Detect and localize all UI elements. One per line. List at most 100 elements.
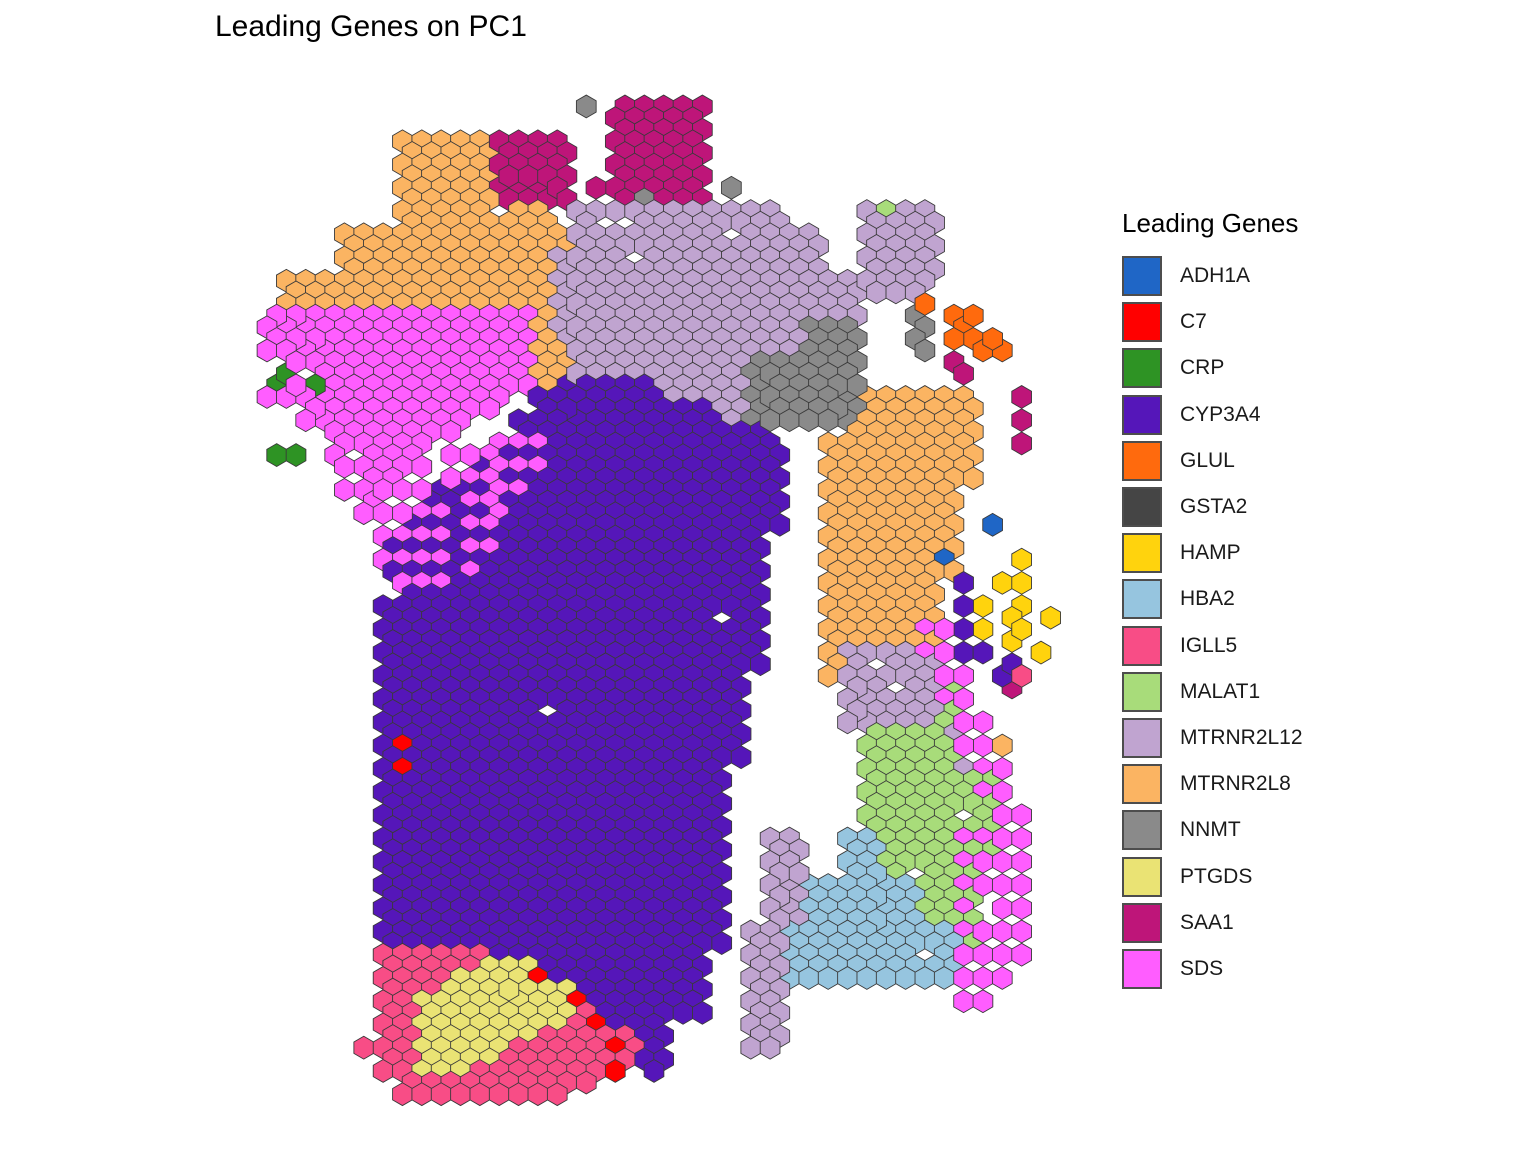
hex-spot-sds (972, 733, 994, 758)
legend-item-igll5: IGLL5 (1122, 623, 1303, 669)
legend-label: MTRNR2L12 (1180, 725, 1303, 749)
hex-spot-sds (440, 443, 462, 467)
hex-spot-sds (972, 989, 994, 1014)
hex-spot-sds (1011, 803, 1032, 828)
hex-spot-sds (953, 710, 974, 735)
hex-spot-crp (285, 443, 307, 467)
legend-key-sds (1122, 948, 1162, 989)
legend-key-igll5 (1122, 625, 1162, 666)
legend-label: MALAT1 (1180, 679, 1261, 703)
hex-spot-cyp3a4 (730, 745, 752, 770)
legend-label: CRP (1180, 356, 1225, 380)
legend-label: C7 (1180, 310, 1207, 334)
hex-spot-igll5 (546, 1082, 568, 1107)
hex-spot-cyp3a4 (953, 594, 974, 619)
hex-spot-cyp3a4 (953, 617, 974, 642)
hex-spot-sds (479, 396, 500, 421)
hex-spot-nnmt (721, 175, 742, 200)
legend: Leading Genes ADH1A C7 CRP CYP3A4 GLUL GSTA2 H… (1122, 208, 1303, 992)
hex-spot-sds (285, 350, 307, 375)
hex-spot-nnmt (914, 338, 936, 363)
legend-item-nnmt: NNMT (1122, 807, 1303, 853)
hex-spot-cyp3a4 (953, 570, 974, 595)
legend-label: PTGDS (1180, 864, 1253, 888)
legend-label: GLUL (1180, 448, 1235, 472)
hex-spot-sds (991, 942, 1013, 967)
legend-items: ADH1A C7 CRP CYP3A4 GLUL GSTA2 HAMP HBA2 IGLL5 MA… (1122, 253, 1303, 992)
legend-item-ptgds: PTGDS (1122, 853, 1303, 899)
hex-spot-glul (914, 292, 936, 316)
hex-spot-sds (991, 919, 1013, 944)
hex-spot-sds (459, 443, 481, 467)
hex-spot-mtrnr2l12 (837, 710, 858, 735)
hex-spot-igll5 (575, 1070, 597, 1095)
hex-spot-sds (440, 466, 462, 491)
hex-spot-sds (334, 478, 355, 502)
hex-spot-sds (953, 989, 974, 1014)
legend-key-crp (1122, 348, 1162, 389)
hex-spot-igll5 (353, 1035, 375, 1060)
legend-label: GSTA2 (1180, 495, 1248, 519)
legend-label: ADH1A (1180, 264, 1251, 288)
hex-spot-mtrnr2l12 (788, 861, 810, 886)
legend-item-c7: C7 (1122, 299, 1303, 345)
hex-spot-sds (285, 373, 307, 398)
legend-item-crp: CRP (1122, 345, 1303, 391)
hex-spot-adh1a (982, 512, 1003, 537)
hex-spot-hamp (972, 594, 994, 619)
legend-label: IGLL5 (1180, 633, 1238, 657)
hex-spot-mtrnr2l8 (962, 466, 984, 491)
hex-spot-sds (295, 408, 317, 433)
hex-spot-saa1 (1011, 385, 1032, 409)
legend-label: SDS (1180, 956, 1224, 980)
hex-spot-nnmt (817, 408, 839, 433)
hex-spot-sds (972, 710, 994, 735)
legend-key-mtrnr2l8 (1122, 764, 1162, 805)
hex-spot-mtrnr2l12 (759, 1035, 781, 1060)
hex-spot-hamp (1040, 605, 1062, 630)
hex-spot-hamp (1011, 570, 1032, 595)
hex-spot-hamp (972, 617, 994, 642)
legend-item-gsta2: GSTA2 (1122, 484, 1303, 530)
hex-spot-sds (933, 617, 955, 642)
legend-label: SAA1 (1180, 910, 1234, 934)
hex-spot-mtrnr2l8 (991, 733, 1013, 758)
hex-spot-saa1 (1011, 408, 1032, 433)
legend-key-ptgds (1122, 856, 1162, 897)
hex-spot-sds (411, 478, 433, 502)
hex-spot-sds (933, 640, 955, 665)
hex-spot-c7 (604, 1059, 626, 1083)
hex-spot-glul (982, 326, 1003, 351)
legend-label: HBA2 (1180, 587, 1235, 611)
hex-spot-sds (1011, 873, 1032, 897)
legend-item-mtrnr2l8: MTRNR2L8 (1122, 761, 1303, 807)
hex-spot-sds (953, 687, 974, 711)
hex-spot-sds (1011, 826, 1032, 851)
hex-spot-sds (334, 454, 355, 479)
legend-key-c7 (1122, 302, 1162, 343)
legend-label: MTRNR2L8 (1180, 772, 1291, 796)
legend-key-malat1 (1122, 671, 1162, 712)
hex-spot-cyp3a4 (711, 931, 733, 956)
legend-key-gsta2 (1122, 487, 1162, 528)
legend-key-saa1 (1122, 902, 1162, 943)
hex-spot-saa1 (585, 175, 607, 200)
hex-spot-cyp3a4 (750, 652, 771, 677)
legend-item-hamp: HAMP (1122, 530, 1303, 576)
hex-spot-cyp3a4 (643, 1059, 665, 1083)
hex-spot-cyp3a4 (953, 640, 974, 665)
hex-spot-nnmt (846, 373, 868, 398)
hex-spot-glul (962, 303, 984, 328)
hex-spot-map (256, 94, 1062, 1107)
hex-spot-sds (1011, 896, 1032, 921)
hex-spot-hamp (1011, 617, 1032, 642)
hex-spot-cyp3a4 (692, 1000, 713, 1025)
hex-spot-sds (1011, 919, 1032, 944)
hex-spot-sds (972, 966, 994, 990)
legend-item-hba2: HBA2 (1122, 576, 1303, 622)
legend-item-adh1a: ADH1A (1122, 253, 1303, 299)
hex-spot-sds (991, 780, 1013, 804)
hex-spot-saa1 (953, 361, 974, 386)
chart-title: Leading Genes on PC1 (215, 10, 527, 43)
hex-spot-igll5 (1011, 663, 1032, 688)
